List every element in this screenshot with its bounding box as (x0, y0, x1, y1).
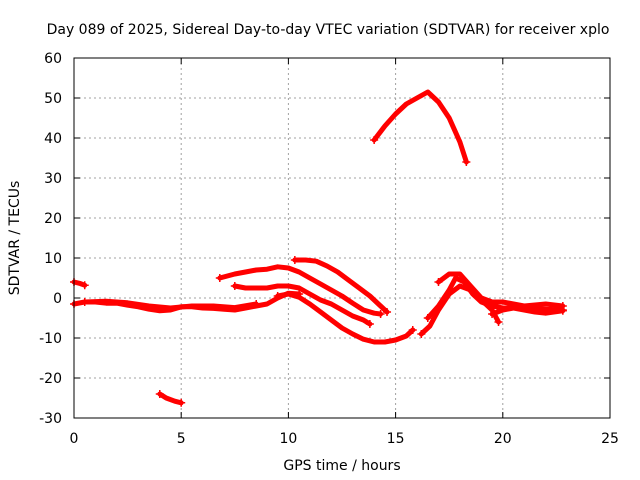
y-axis: -30 -20 -10 0 10 20 30 40 50 60 (39, 51, 610, 427)
x-tick-label: 0 (70, 431, 79, 447)
y-tick-label: 10 (44, 251, 62, 267)
plus-marker (558, 306, 567, 315)
y-tick-label: 20 (44, 211, 62, 227)
y-tick-label: -10 (39, 331, 62, 347)
plus-marker (230, 282, 239, 290)
x-axis-label: GPS time / hours (283, 458, 400, 474)
plus-marker (462, 158, 471, 166)
y-tick-label: -30 (39, 411, 62, 427)
series-arc-5 (217, 264, 384, 317)
plus-marker (290, 256, 299, 264)
y-tick-label: 40 (44, 131, 62, 147)
series-arc-12 (436, 271, 566, 309)
plus-marker (215, 274, 224, 282)
plus-marker (80, 298, 89, 306)
series-arc-13 (489, 305, 566, 317)
plus-marker (155, 390, 164, 398)
x-tick-label: 15 (387, 431, 405, 447)
plus-marker (376, 310, 385, 318)
plus-marker (383, 308, 392, 316)
x-tick-label: 10 (279, 431, 297, 447)
plus-marker (370, 136, 379, 144)
series-arc-6 (232, 283, 373, 327)
x-tick-label: 25 (601, 431, 619, 447)
plus-marker (417, 330, 426, 338)
plus-marker (494, 318, 503, 326)
x-tick-label: 5 (177, 431, 186, 447)
chart-title: Day 089 of 2025, Sidereal Day-to-day VTE… (47, 22, 610, 38)
grid (74, 58, 610, 418)
plus-marker (252, 300, 261, 308)
plus-marker (408, 326, 417, 334)
y-tick-label: 0 (53, 291, 62, 307)
plus-marker (488, 310, 497, 318)
y-tick-label: 60 (44, 51, 62, 67)
series-arc-8 (292, 257, 390, 315)
plus-marker (177, 398, 186, 407)
series-arc-7 (275, 291, 416, 345)
y-tick-label: -20 (39, 371, 62, 387)
series-arc-4 (157, 391, 184, 406)
plus-marker (365, 320, 374, 328)
x-axis: 0 5 10 15 20 25 (70, 58, 619, 447)
plus-marker (423, 314, 432, 322)
y-tick-label: 30 (44, 171, 62, 187)
series-arc-9 (371, 89, 469, 165)
y-axis-label: SDTVAR / TECUs (7, 181, 23, 296)
plus-marker (434, 278, 443, 286)
data-series (70, 89, 567, 407)
plot-frame (73, 57, 611, 419)
plus-marker (273, 292, 282, 300)
x-tick-label: 20 (494, 431, 512, 447)
y-tick-label: 50 (44, 91, 62, 107)
series-arc-3 (82, 298, 259, 311)
plus-marker (80, 281, 89, 290)
